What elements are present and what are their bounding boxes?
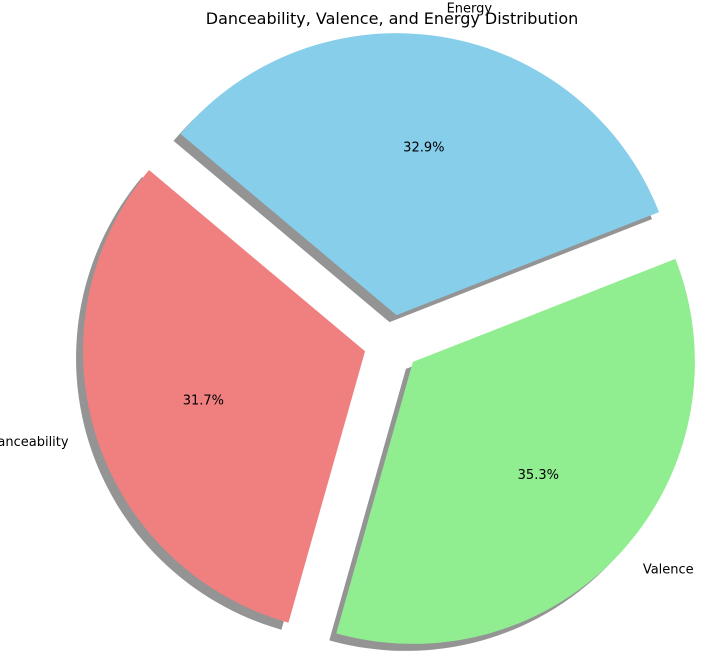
slice-percent-danceability: 31.7% — [183, 394, 224, 409]
chart-title: Danceability, Valence, and Energy Distri… — [206, 9, 579, 28]
slice-label-danceability: Danceability — [0, 435, 69, 450]
slice-label-valence: Valence — [643, 563, 694, 578]
slice-label-energy: Energy — [447, 2, 493, 17]
slice-energy — [180, 33, 660, 316]
slice-danceability — [83, 170, 366, 623]
slice-valence — [336, 258, 695, 644]
slice-percent-valence: 35.3% — [518, 468, 559, 483]
pie-slices — [83, 33, 695, 644]
slice-labels: 31.7% Danceability 35.3% Valence 32.9% Energy — [0, 2, 694, 578]
slice-percent-energy: 32.9% — [403, 141, 444, 156]
